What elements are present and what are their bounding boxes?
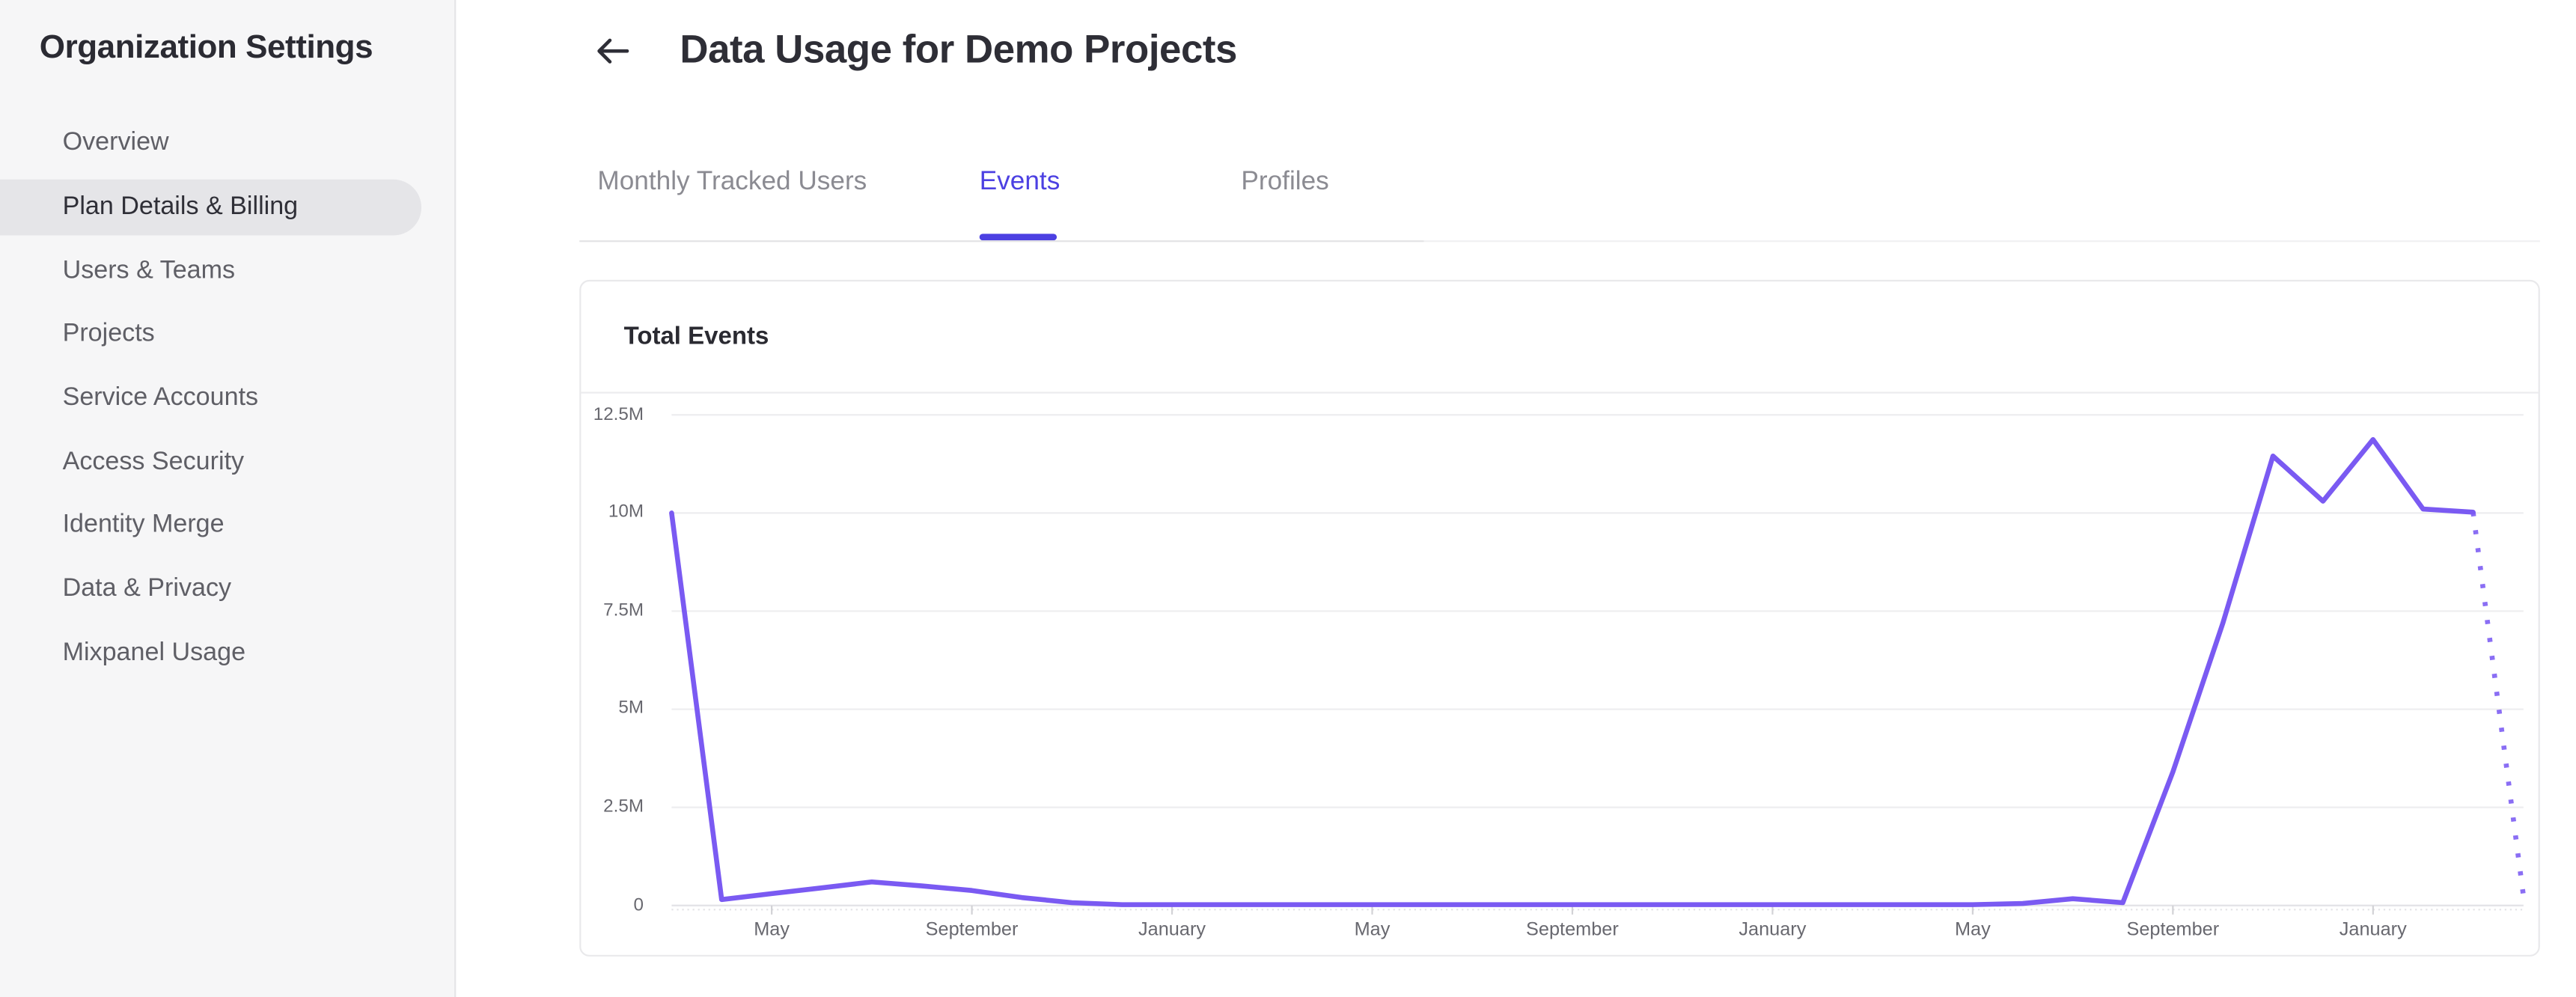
y-axis-label: 0 — [633, 894, 644, 915]
tab-events[interactable]: Events — [980, 168, 1060, 198]
x-axis-label: January — [1739, 920, 1807, 940]
y-axis-label: 7.5M — [603, 600, 644, 621]
x-axis-label: May — [754, 920, 790, 940]
page-title: Data Usage for Demo Projects — [680, 28, 1237, 73]
sidebar-title: Organization Settings — [39, 29, 373, 66]
y-axis-label: 12.5M — [593, 403, 644, 424]
card-title: Total Events — [623, 323, 769, 351]
tab-monthly-tracked-users[interactable]: Monthly Tracked Users — [597, 168, 867, 198]
events-line-projected — [2470, 511, 2526, 894]
y-axis-label: 10M — [608, 502, 644, 522]
sidebar-item-overview[interactable]: Overview — [62, 128, 169, 157]
x-axis-label: September — [1526, 920, 1619, 940]
tab-divider-faint — [1423, 240, 2540, 243]
x-axis-label: September — [925, 920, 1019, 940]
total-events-card: Total Events 12.5M 10M 7.5M 5M 2.5M 0 May Septe… — [579, 279, 2540, 957]
x-axis-label: September — [2126, 920, 2220, 940]
sidebar-item-mixpanel-usage[interactable]: Mixpanel Usage — [62, 638, 246, 667]
events-line — [669, 436, 2476, 907]
y-axis-label: 2.5M — [603, 796, 644, 817]
y-axis-label: 5M — [618, 698, 644, 719]
x-axis-label: January — [1138, 920, 1206, 940]
chart-svg — [669, 414, 2526, 915]
back-button[interactable] — [589, 30, 635, 76]
x-axis-label: May — [1354, 920, 1391, 940]
card-header: Total Events — [581, 281, 2539, 394]
x-axis-label: May — [1954, 920, 1991, 940]
sidebar-item-access-security[interactable]: Access Security — [62, 447, 245, 475]
sidebar-item-projects[interactable]: Projects — [62, 320, 155, 348]
tab-profiles[interactable]: Profiles — [1241, 168, 1328, 198]
sidebar-item-identity-merge[interactable]: Identity Merge — [62, 510, 225, 539]
tab-divider — [579, 240, 1424, 243]
sidebar-item-users-teams[interactable]: Users & Teams — [62, 256, 236, 284]
sidebar-item-service-accounts[interactable]: Service Accounts — [62, 383, 259, 412]
sidebar-item-plan-details-billing[interactable]: Plan Details & Billing — [0, 180, 422, 235]
settings-sidebar: Organization Settings Overview Plan Deta… — [0, 0, 457, 997]
sidebar-nav: Overview Plan Details & Billing Users & … — [0, 116, 454, 689]
total-events-chart[interactable]: 12.5M 10M 7.5M 5M 2.5M 0 May September January Ma… — [581, 394, 2538, 955]
active-tab-indicator — [979, 234, 1057, 241]
x-axis-label: January — [2339, 920, 2407, 940]
sidebar-item-data-privacy[interactable]: Data & Privacy — [62, 574, 232, 603]
arrow-left-icon — [591, 38, 634, 77]
